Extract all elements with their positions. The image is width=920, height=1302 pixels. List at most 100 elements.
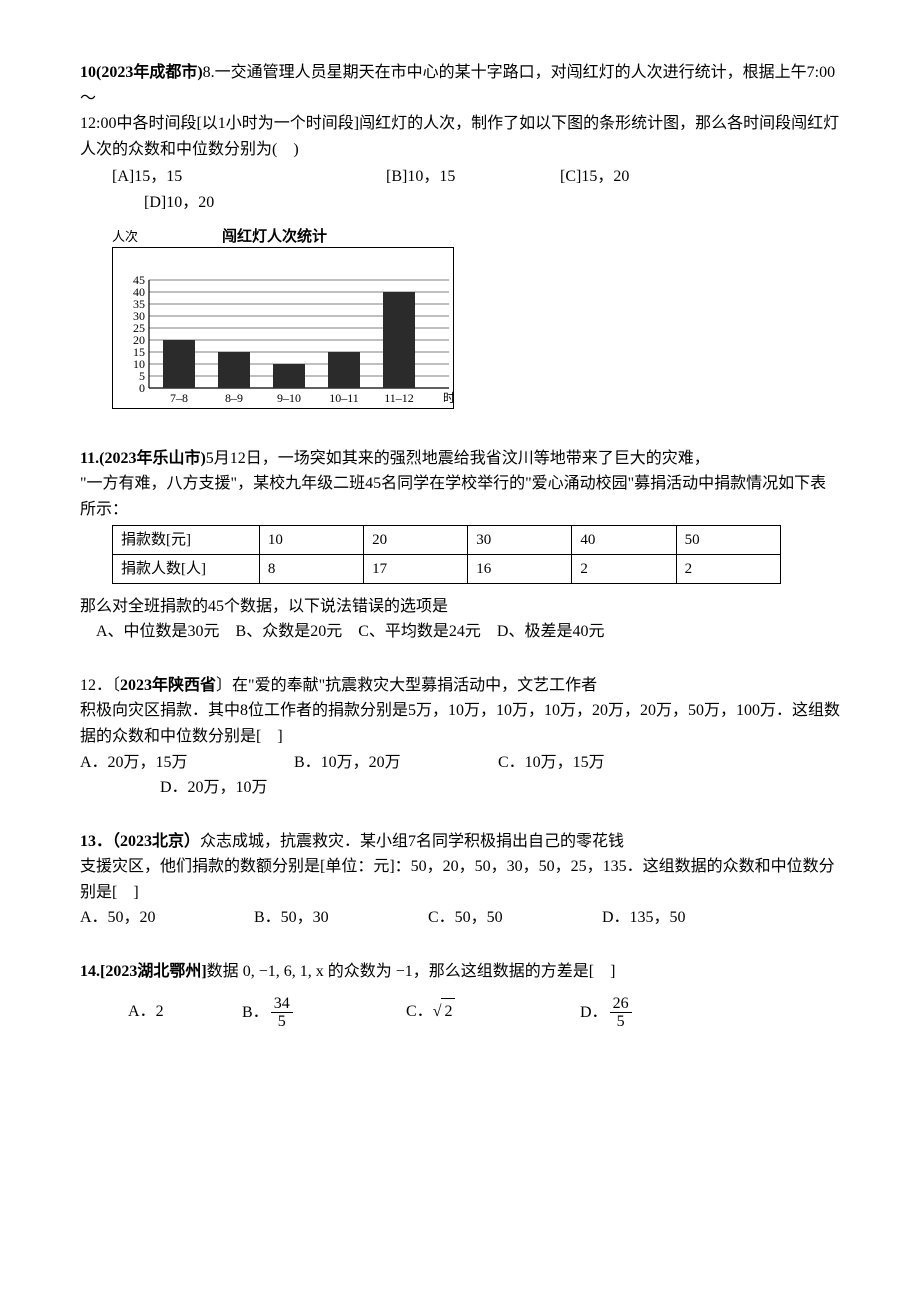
fraction-icon: 265	[610, 995, 632, 1031]
q14-option-c[interactable]: C．√2	[406, 998, 576, 1025]
q14-rest-a: 数据	[207, 963, 239, 980]
svg-text:11–12: 11–12	[384, 391, 414, 405]
q14-neg1: −1	[396, 963, 413, 980]
q12-bold: 2023年陕西省	[120, 677, 216, 694]
q10-option-d-line: [D]10，20	[80, 190, 840, 216]
q14-option-a[interactable]: A．2	[128, 999, 238, 1025]
table-row: 捐款数[元] 10 20 30 40 50	[113, 525, 781, 554]
q12-option-d-line: D．20万，10万	[80, 775, 840, 801]
q10-option-c[interactable]: [C]15，20	[560, 164, 629, 190]
fraction-icon: 345	[271, 995, 293, 1031]
q13-head-rest: 众志成城，抗震救灾．某小组7名同学积极捐出自己的零花钱	[200, 833, 624, 850]
question-11: 11.(2023年乐山市)5月12日，一场突如其来的强烈地震给我省汶川等地带来了…	[80, 446, 840, 645]
svg-text:10–11: 10–11	[329, 391, 359, 405]
q10-option-b[interactable]: [B]10，15	[386, 164, 556, 190]
q11-td-3: 16	[468, 554, 572, 583]
q12-line2: 积极向灾区捐款．其中8位工作者的捐款分别是5万，10万，10万，10万，20万，…	[80, 698, 840, 749]
q10-option-a[interactable]: [A]15，15	[112, 164, 382, 190]
q11-th-2: 20	[364, 525, 468, 554]
svg-text:25: 25	[133, 321, 145, 335]
q10-chart-ylabel: 人次	[112, 229, 138, 244]
q14-rest-c: ，那么这组数据的方差是[ ]	[413, 963, 616, 980]
q12-option-a[interactable]: A．20万，15万	[80, 750, 290, 776]
q10-head-bold: 10(2023年成都市)	[80, 64, 203, 81]
svg-text:45: 45	[133, 273, 145, 287]
q11-head-rest: 5月12日，一场突如其来的强烈地震给我省汶川等地带来了巨大的灾难，	[206, 450, 710, 467]
q13-body2: 支援灾区，他们捐款的数额分别是[单位：元]：50，20，50，30，50，25，…	[80, 854, 840, 905]
q10-option-d[interactable]: [D]10，20	[144, 194, 214, 211]
svg-text:0: 0	[139, 381, 145, 395]
q14-b-den: 5	[271, 1013, 293, 1031]
q10-chart-title: 闯红灯人次统计	[222, 225, 327, 249]
svg-text:7–8: 7–8	[170, 391, 188, 405]
q14-head-bold: 14.[2023湖北鄂州]	[80, 963, 207, 980]
svg-text:35: 35	[133, 297, 145, 311]
svg-text:8–9: 8–9	[225, 391, 243, 405]
q13-option-b[interactable]: B．50，30	[254, 905, 424, 931]
q11-th-5: 50	[676, 525, 780, 554]
q14-d-label: D．	[580, 1003, 608, 1020]
question-12: 12．〔2023年陕西省〕在"爱的奉献"抗震救灾大型募捐活动中，文艺工作者 积极…	[80, 673, 840, 801]
q11-head-bold: 11.(2023年乐山市)	[80, 450, 206, 467]
q10-chart: 人次 闯红灯人次统计 051015202530354045 7–8 8–9 9–10 1…	[112, 224, 840, 418]
q11-body2: "一方有难，八方支援"，某校九年级二班45名同学在学校举行的"爱心涌动校园"募捐…	[80, 471, 840, 522]
q14-expr: 0, −1, 6, 1, x	[243, 963, 324, 980]
q11-th-0: 捐款数[元]	[113, 525, 260, 554]
q10-chart-svg: 051015202530354045 7–8 8–9 9–10 10–11 11–12 时间…	[112, 247, 454, 409]
q10-body2: 12:00中各时间段[以1小时为一个时间段]闯红灯的人次，制作了如以下图的条形统…	[80, 111, 840, 162]
question-14: 14.[2023湖北鄂州]数据 0, −1, 6, 1, x 的众数为 −1，那…	[80, 959, 840, 1031]
q13-option-d[interactable]: D．135，50	[602, 905, 686, 931]
question-13: 13．（2023北京）众志成城，抗震救灾．某小组7名同学积极捐出自己的零花钱 支…	[80, 829, 840, 931]
q14-stem: 14.[2023湖北鄂州]数据 0, −1, 6, 1, x 的众数为 −1，那…	[80, 959, 840, 985]
q14-d-den: 5	[610, 1013, 632, 1031]
q12-options-row: A．20万，15万 B．10万，20万 C．10万，15万	[80, 750, 840, 776]
q11-th-1: 10	[259, 525, 363, 554]
svg-text:9–10: 9–10	[277, 391, 301, 405]
q14-a-label: A．	[128, 1003, 156, 1020]
q12-line1: 12．〔2023年陕西省〕在"爱的奉献"抗震救灾大型募捐活动中，文艺工作者	[80, 673, 840, 699]
q12-option-c[interactable]: C．10万，15万	[498, 750, 605, 776]
q12-option-b[interactable]: B．10万，20万	[294, 750, 494, 776]
q11-options[interactable]: A、中位数是30元 B、众数是20元 C、平均数是24元 D、极差是40元	[80, 619, 840, 645]
q11-th-3: 30	[468, 525, 572, 554]
q14-option-b[interactable]: B．345	[242, 995, 402, 1031]
svg-text:10: 10	[133, 357, 145, 371]
q14-d-num: 26	[610, 995, 632, 1014]
q11-td-2: 17	[364, 554, 468, 583]
table-row: 捐款人数[人] 8 17 16 2 2	[113, 554, 781, 583]
svg-text:20: 20	[133, 333, 145, 347]
q12-prefix: 12．〔	[80, 677, 120, 694]
q11-th-4: 40	[572, 525, 676, 554]
q11-td-4: 2	[572, 554, 676, 583]
q13-stem-1: 13．（2023北京）众志成城，抗震救灾．某小组7名同学积极捐出自己的零花钱	[80, 829, 840, 855]
q14-option-d[interactable]: D．265	[580, 995, 634, 1031]
svg-text:30: 30	[133, 309, 145, 323]
sqrt-icon: √	[433, 1003, 442, 1020]
q11-after-table: 那么对全班捐款的45个数据，以下说法错误的选项是	[80, 594, 840, 620]
q14-rest-b: 的众数为	[328, 963, 392, 980]
q14-c-root: 2	[441, 998, 455, 1025]
question-10: 10(2023年成都市)8.一交通管理人员星期天在市中心的某十字路口，对闯红灯的…	[80, 60, 840, 418]
q14-c-label: C．	[406, 1003, 433, 1020]
q13-head-bold: 13．（2023北京）	[80, 833, 200, 850]
q11-stem-1: 11.(2023年乐山市)5月12日，一场突如其来的强烈地震给我省汶川等地带来了…	[80, 446, 840, 472]
q11-td-0: 捐款人数[人]	[113, 554, 260, 583]
q11-td-5: 2	[676, 554, 780, 583]
q14-a-value: 2	[156, 1003, 164, 1020]
q11-td-1: 8	[259, 554, 363, 583]
svg-text:时间段: 时间段	[443, 390, 454, 405]
svg-text:40: 40	[133, 285, 145, 299]
q14-b-num: 34	[271, 995, 293, 1014]
svg-text:5: 5	[139, 369, 145, 383]
q13-options: A．50，20 B．50，30 C．50，50 D．135，50	[80, 905, 840, 931]
q13-option-c[interactable]: C．50，50	[428, 905, 598, 931]
q14-options: A．2 B．345 C．√2 D．265	[80, 995, 840, 1031]
q12-option-d[interactable]: D．20万，10万	[160, 779, 268, 796]
q14-b-label: B．	[242, 1003, 269, 1020]
q12-suffix: 〕在"爱的奉献"抗震救灾大型募捐活动中，文艺工作者	[216, 677, 597, 694]
q11-table: 捐款数[元] 10 20 30 40 50 捐款人数[人] 8 17 16 2 …	[112, 525, 781, 584]
q10-options-row: [A]15，15 [B]10，15 [C]15，20	[80, 164, 840, 190]
q13-option-a[interactable]: A．50，20	[80, 905, 250, 931]
q10-stem: 10(2023年成都市)8.一交通管理人员星期天在市中心的某十字路口，对闯红灯的…	[80, 60, 840, 111]
svg-text:15: 15	[133, 345, 145, 359]
